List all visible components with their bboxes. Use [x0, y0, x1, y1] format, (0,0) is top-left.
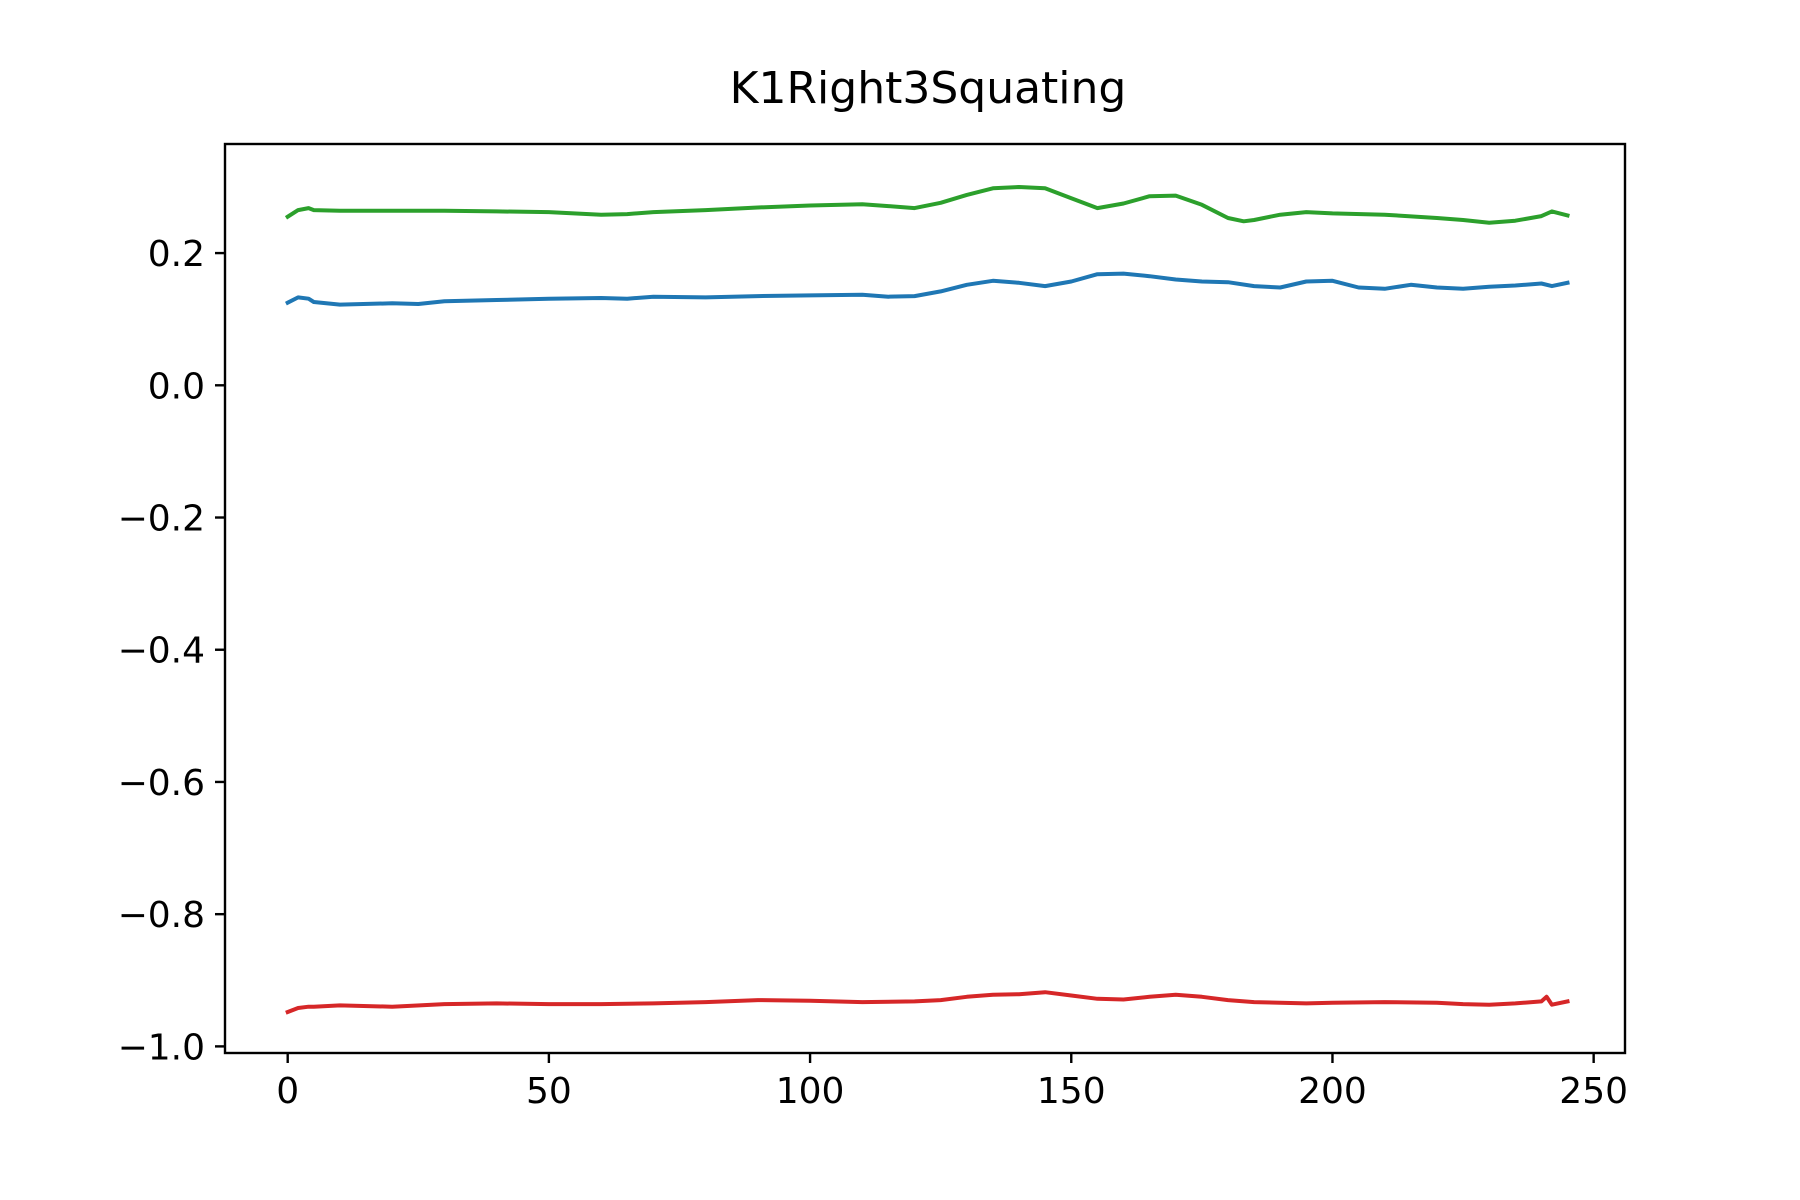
series-line-3 — [285, 990, 1570, 1015]
y-tick-label: −1.0 — [118, 1027, 205, 1068]
plot-area-frame — [223, 142, 1627, 1055]
x-tick-label: 100 — [776, 1071, 845, 1112]
y-tick-label: −0.8 — [118, 895, 205, 936]
series-layer — [284, 185, 1570, 1015]
y-axis: −1.0 −0.8 −0.6 −0.4 −0.2 0.0 0.2 — [118, 234, 225, 1068]
x-tick-label: 0 — [276, 1071, 299, 1112]
x-tick-label: 50 — [526, 1071, 572, 1112]
y-tick-label: 0.2 — [148, 234, 205, 275]
x-tick-label: 150 — [1037, 1071, 1106, 1112]
chart-title: K1Right3Squating — [730, 63, 1127, 114]
x-tick-label: 200 — [1298, 1071, 1367, 1112]
x-tick-label: 250 — [1559, 1071, 1628, 1112]
y-tick-label: −0.4 — [118, 631, 205, 672]
y-tick-label: 0.0 — [148, 366, 205, 407]
x-axis: 0 50 100 150 200 250 — [276, 1053, 1628, 1112]
y-tick-label: −0.2 — [118, 499, 205, 540]
series-line-1 — [285, 271, 1570, 307]
y-tick-label: −0.6 — [118, 763, 205, 804]
series-line-2 — [284, 185, 1570, 225]
